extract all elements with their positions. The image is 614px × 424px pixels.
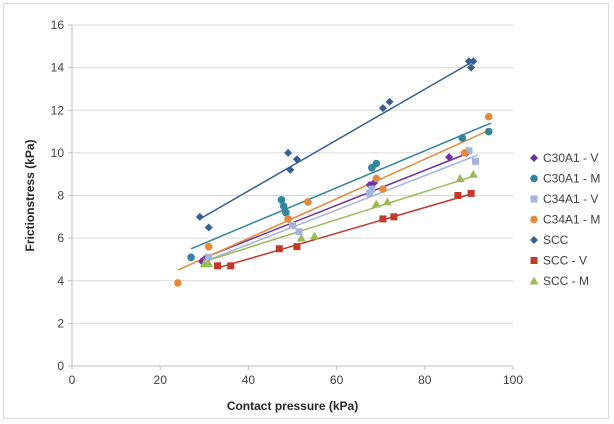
data-points (174, 57, 493, 287)
trendline-scc-m (204, 175, 474, 263)
point-scc-v (390, 213, 398, 221)
point-scc (204, 223, 213, 232)
point-c34a1-v (366, 189, 374, 197)
legend-label-scc-m: SCC - M (543, 274, 589, 288)
point-c34a1-m (460, 149, 469, 157)
legend-label-scc-v: SCC - V (543, 254, 587, 268)
tick-labels: 0 2 4 6 8 10 12 14 16 0 20 40 60 80 100 (51, 18, 524, 387)
point-c34a1-v (295, 228, 303, 236)
point-scc (464, 57, 473, 66)
legend-label-c30a1-m: C30A1 - M (543, 172, 600, 186)
point-c30a1-v (445, 153, 454, 162)
scatter-chart: 0 2 4 6 8 10 12 14 16 0 20 40 60 80 100 Contact pressu… (23, 18, 600, 413)
point-scc (378, 104, 387, 113)
y-tick-label: 10 (51, 146, 65, 160)
point-scc (469, 57, 478, 66)
legend-marker-c30a1-v (530, 154, 538, 162)
point-c30a1-m (282, 208, 290, 217)
x-tick-label: 0 (69, 373, 76, 387)
legend-marker-scc (530, 236, 538, 244)
legend-marker-scc-m (529, 276, 539, 285)
axes (68, 24, 514, 370)
y-tick-label: 6 (57, 231, 64, 245)
x-tick-label: 100 (503, 373, 523, 387)
y-tick-label: 16 (51, 18, 65, 32)
y-axis-title: Frictionstress (kPa) (23, 139, 37, 251)
legend-label-c30a1-v: C30A1 - V (543, 151, 598, 165)
point-scc-v (227, 262, 235, 270)
point-c34a1-v (472, 157, 480, 165)
point-c34a1-m (379, 185, 387, 193)
gridlines (72, 24, 513, 324)
x-axis-title: Contact pressure (kPa) (227, 399, 358, 413)
point-c34a1-v (465, 147, 473, 155)
x-tick-label: 80 (418, 373, 432, 387)
point-c34a1-m (484, 112, 493, 121)
point-scc-v (275, 245, 283, 253)
point-scc-m (371, 199, 381, 208)
trendline-scc (199, 60, 474, 220)
point-scc (195, 212, 204, 221)
point-c30a1-m (277, 195, 286, 204)
trendline-scc-v (217, 192, 474, 269)
x-tick-label: 40 (242, 373, 256, 387)
y-tick-label: 12 (51, 103, 65, 117)
point-c30a1-m (279, 202, 288, 210)
trendline-c34a1-m (177, 128, 492, 271)
point-scc (292, 155, 301, 164)
point-c30a1-m (372, 159, 381, 168)
point-scc-m (310, 231, 320, 240)
point-scc (284, 148, 293, 157)
point-scc-m (296, 233, 306, 242)
chart-frame: 0 2 4 6 8 10 12 14 16 0 20 40 60 80 100 Contact pressu… (3, 3, 609, 419)
point-scc-m (468, 169, 478, 178)
point-c30a1-m (458, 134, 467, 142)
trendlines (177, 60, 492, 271)
legend-label-c34a1-m: C34A1 - M (543, 213, 600, 227)
point-c34a1-v (289, 221, 296, 229)
point-c34a1-m (284, 215, 292, 223)
y-tick-label: 14 (51, 61, 65, 75)
point-scc-v (454, 192, 462, 199)
point-c30a1-m (484, 127, 493, 136)
y-tick-label: 2 (57, 316, 64, 330)
x-tick-label: 20 (154, 373, 168, 387)
point-c34a1-v (205, 253, 213, 261)
point-scc (385, 97, 394, 106)
y-tick-label: 8 (57, 189, 64, 203)
point-scc-m (382, 197, 392, 206)
point-c34a1-m (204, 242, 213, 251)
x-tick-label: 60 (330, 373, 344, 387)
legend: C30A1 - V C30A1 - M C34A1 - V C34A1 - M SCC S… (529, 151, 600, 288)
point-scc (467, 63, 476, 72)
y-tick-label: 0 (57, 359, 64, 373)
trendline-c30a1-v (199, 152, 470, 261)
point-c30a1-m (187, 253, 195, 262)
point-c34a1-m (304, 198, 312, 206)
point-c34a1-m (174, 279, 182, 287)
y-tick-label: 4 (57, 274, 64, 288)
trendline-c30a1-m (190, 122, 492, 250)
point-scc-v (379, 215, 387, 223)
legend-label-scc: SCC (543, 233, 569, 247)
point-scc-m (455, 173, 465, 182)
legend-marker-c34a1-v (530, 195, 538, 203)
point-c34a1-v (368, 185, 376, 193)
trendline-c34a1-v (204, 154, 478, 263)
point-scc-m (204, 259, 214, 268)
legend-marker-c30a1-m (530, 174, 538, 183)
legend-label-c34a1-v: C34A1 - V (543, 192, 598, 206)
point-c34a1-m (372, 174, 381, 183)
point-scc-v (214, 262, 222, 270)
point-scc-v (467, 189, 475, 197)
legend-marker-scc-v (530, 257, 538, 264)
point-scc-v (293, 243, 301, 251)
legend-marker-c34a1-m (530, 215, 538, 224)
point-scc (286, 165, 295, 174)
